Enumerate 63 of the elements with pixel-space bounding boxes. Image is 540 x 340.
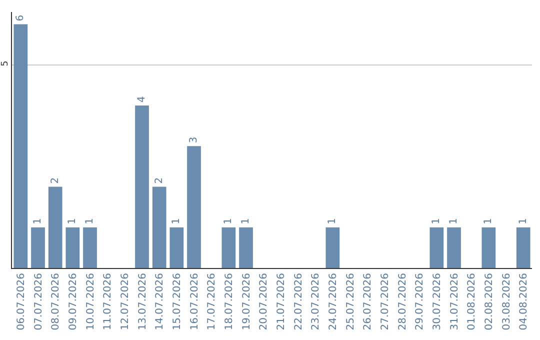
x-tick-label: 06.07.2026	[16, 273, 27, 330]
data-label: 1	[327, 218, 338, 224]
data-label: 6	[15, 14, 26, 22]
x-tick-label: 02.08.2026	[484, 273, 495, 330]
data-label: 2	[50, 177, 61, 184]
bar	[326, 227, 340, 268]
x-tick-label: 15.07.2026	[172, 273, 183, 330]
bar	[170, 227, 184, 268]
x-tick-label: 20.07.2026	[258, 273, 270, 330]
bar	[482, 227, 496, 268]
data-label: 2	[154, 177, 165, 184]
x-tick-label: 30.07.2026	[432, 273, 443, 330]
bar	[239, 227, 253, 268]
bar	[430, 227, 444, 268]
bar	[14, 24, 28, 268]
x-tick-label: 19.07.2026	[241, 273, 252, 330]
data-label: 1	[448, 218, 460, 224]
x-tick-label: 22.07.2026	[293, 273, 304, 330]
data-label: 1	[483, 218, 494, 224]
x-tick-label: 11.07.2026	[102, 273, 114, 330]
x-tick-label: 07.07.2026	[33, 273, 44, 330]
x-tick-label: 08.07.2026	[50, 273, 62, 330]
x-tick-label: 01.08.2026	[466, 273, 478, 330]
data-label: 1	[240, 218, 252, 224]
x-tick-label: 29.07.2026	[414, 273, 426, 330]
data-label: 1	[67, 218, 78, 224]
data-label: 1	[171, 218, 182, 224]
bar	[48, 186, 62, 268]
x-tick-label: 26.07.2026	[362, 273, 374, 330]
bar	[447, 227, 461, 268]
x-tick-label: 31.07.2026	[449, 273, 460, 330]
x-tick-label: 16.07.2026	[189, 273, 200, 330]
x-tick-label: 03.08.2026	[501, 273, 512, 330]
x-tick-label: 28.07.2026	[397, 273, 408, 330]
data-label: 1	[84, 218, 96, 224]
bar	[66, 227, 80, 268]
x-tick-label: 21.07.2026	[276, 273, 287, 330]
x-tick-label: 13.07.2026	[137, 273, 148, 330]
data-label: 4	[136, 96, 148, 102]
x-tick-label: 27.07.2026	[380, 273, 391, 330]
data-label: 1	[32, 218, 44, 224]
bar	[187, 146, 201, 268]
x-tick-label: 04.08.2026	[518, 273, 530, 330]
x-tick-label: 18.07.2026	[224, 273, 235, 330]
bar	[31, 227, 45, 268]
x-tick-label: 14.07.2026	[154, 273, 166, 330]
x-tick-label: 12.07.2026	[120, 273, 131, 330]
x-tick-label: 24.07.2026	[328, 273, 339, 330]
data-label: 1	[223, 218, 234, 224]
bar	[83, 227, 97, 268]
x-tick-label: 23.07.2026	[310, 273, 322, 330]
bar	[135, 105, 149, 268]
bar	[222, 227, 236, 268]
data-label: 3	[188, 136, 200, 144]
x-tick-label: 10.07.2026	[85, 273, 96, 330]
x-tick-label: 17.07.2026	[206, 273, 218, 330]
y-tick-label: 5	[0, 60, 10, 66]
data-label: 1	[431, 218, 442, 224]
bar	[516, 227, 530, 268]
data-label: 1	[518, 218, 529, 224]
x-tick-label: 25.07.2026	[345, 273, 356, 330]
x-tick-label: 09.07.2026	[68, 273, 79, 330]
bar	[152, 186, 166, 268]
